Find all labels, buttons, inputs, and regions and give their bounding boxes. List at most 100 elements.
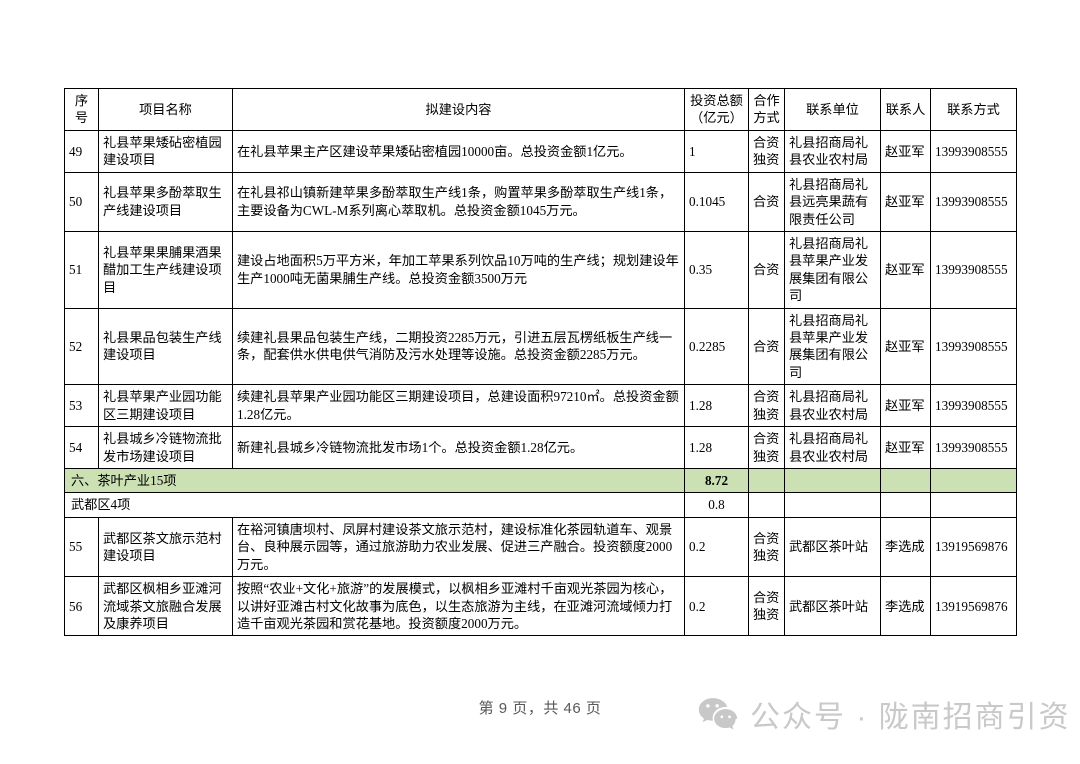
cell-project-name: 礼县果品包装生产线建设项目 xyxy=(98,307,233,386)
cell-contact-unit: 武都区茶叶站 xyxy=(784,516,881,578)
table-row: 50 礼县苹果多酚萃取生产线建设项目 在礼县祁山镇新建苹果多酚萃取生产线1条，购置苹… xyxy=(64,171,1017,232)
header-no: 序号 xyxy=(64,88,99,131)
cell-no: 53 xyxy=(64,384,99,428)
cell-contact-phone: 13993908555 xyxy=(930,129,1017,173)
cell-project-name: 礼县苹果多酚萃取生产线建设项目 xyxy=(98,171,233,232)
section-amount: 8.72 xyxy=(684,468,749,494)
cell-project-name: 礼县苹果矮砧密植园建设项目 xyxy=(98,129,233,173)
cell-project-name: 礼县苹果产业园功能区三期建设项目 xyxy=(98,384,233,428)
subtotal-amount: 0.8 xyxy=(684,492,749,518)
table-row: 51 礼县苹果果脯果酒果醋加工生产线建设项目 建设占地面积5万平方米，年加工苹果系列… xyxy=(64,230,1017,309)
cell-amount: 0.2 xyxy=(684,576,749,637)
cell-contact-phone: 13919569876 xyxy=(930,516,1017,578)
cell-project-name: 武都区枫相乡亚滩河流域茶文旅融合发展及康养项目 xyxy=(98,576,233,637)
cell-project-content: 按照“农业+文化+旅游”的发展模式，以枫相乡亚滩村千亩观光茶园为核心，以讲好亚滩… xyxy=(232,576,685,637)
section-header-row: 六、茶叶产业15项 8.72 xyxy=(64,468,1017,494)
cell-cooperation: 合资 xyxy=(748,230,785,309)
cell-contact-person: 李选成 xyxy=(880,516,931,578)
section-title: 六、茶叶产业15项 xyxy=(64,468,685,494)
cell-project-name: 武都区茶文旅示范村建设项目 xyxy=(98,516,233,578)
cell-contact-person: 赵亚军 xyxy=(880,426,931,470)
cell-no: 51 xyxy=(64,230,99,309)
table-row: 55 武都区茶文旅示范村建设项目 在裕河镇唐坝村、凤屏村建设茶文旅示范村，建设标准化… xyxy=(64,516,1017,578)
cell-contact-unit: 武都区茶叶站 xyxy=(784,576,881,637)
cell-contact-phone: 13993908555 xyxy=(930,426,1017,470)
cell-project-name: 礼县城乡冷链物流批发市场建设项目 xyxy=(98,426,233,470)
header-content: 拟建设内容 xyxy=(232,88,685,131)
cell-amount: 1.28 xyxy=(684,384,749,428)
cell-cooperation: 合资独资 xyxy=(748,576,785,637)
cell-contact-person: 赵亚军 xyxy=(880,307,931,386)
cell-contact-phone: 13919569876 xyxy=(930,576,1017,637)
header-amount-line2: （亿元） xyxy=(690,110,743,126)
watermark: 公众号 · 陇南招商引资 xyxy=(698,692,1071,736)
table-row: 49 礼县苹果矮砧密植园建设项目 在礼县苹果主产区建设苹果矮砧密植园10000亩。总… xyxy=(64,129,1017,173)
table-row: 54 礼县城乡冷链物流批发市场建设项目 新建礼县城乡冷链物流批发市场1个。总投资金额… xyxy=(64,426,1017,470)
cell-project-content: 在裕河镇唐坝村、凤屏村建设茶文旅示范村，建设标准化茶园轨道车、观景台、良种展示园… xyxy=(232,516,685,578)
table-header: 序号 项目名称 拟建设内容 投资总额 （亿元） 合作 方式 联系单位 联系人 联… xyxy=(64,88,1017,131)
cell-cooperation: 合资独资 xyxy=(748,384,785,428)
cell-project-name: 礼县苹果果脯果酒果醋加工生产线建设项目 xyxy=(98,230,233,309)
table-row: 53 礼县苹果产业园功能区三期建设项目 续建礼县苹果产业园功能区三期建设项目，总建设… xyxy=(64,384,1017,428)
cell-cooperation: 合资 xyxy=(748,307,785,386)
subtotal-phone xyxy=(930,492,1017,518)
table-body: 49 礼县苹果矮砧密植园建设项目 在礼县苹果主产区建设苹果矮砧密植园10000亩。总… xyxy=(64,129,1017,637)
section-phone xyxy=(930,468,1017,494)
cell-cooperation: 合资独资 xyxy=(748,426,785,470)
cell-contact-unit: 礼县招商局礼县远亮果蔬有限责任公司 xyxy=(784,171,881,232)
header-amount-line1: 投资总额 xyxy=(690,93,743,108)
cell-contact-unit: 礼县招商局礼县农业农村局 xyxy=(784,426,881,470)
cell-project-content: 在礼县苹果主产区建设苹果矮砧密植园10000亩。总投资金额1亿元。 xyxy=(232,129,685,173)
cell-no: 56 xyxy=(64,576,99,637)
cell-project-content: 在礼县祁山镇新建苹果多酚萃取生产线1条，购置苹果多酚萃取生产线1条，主要设备为C… xyxy=(232,171,685,232)
header-person: 联系人 xyxy=(880,88,931,131)
subtotal-coop xyxy=(748,492,785,518)
cell-amount: 0.35 xyxy=(684,230,749,309)
cell-no: 55 xyxy=(64,516,99,578)
section-person xyxy=(880,468,931,494)
subtotal-row: 武都区4项 0.8 xyxy=(64,492,1017,518)
watermark-text: 公众号 · 陇南招商引资 xyxy=(750,701,1071,734)
cell-project-content: 续建礼县果品包装生产线，二期投资2285万元，引进五层瓦楞纸板生产线一条，配套供… xyxy=(232,307,685,386)
cell-contact-unit: 礼县招商局礼县农业农村局 xyxy=(784,384,881,428)
cell-contact-phone: 13993908555 xyxy=(930,230,1017,309)
cell-contact-person: 赵亚军 xyxy=(880,384,931,428)
cell-project-content: 建设占地面积5万平方米，年加工苹果系列饮品10万吨的生产线；规划建设年生产100… xyxy=(232,230,685,309)
header-row: 序号 项目名称 拟建设内容 投资总额 （亿元） 合作 方式 联系单位 联系人 联… xyxy=(64,88,1017,131)
subtotal-person xyxy=(880,492,931,518)
cell-amount: 1.28 xyxy=(684,426,749,470)
header-coop-line1: 合作 xyxy=(753,93,780,108)
cell-contact-unit: 礼县招商局礼县农业农村局 xyxy=(784,129,881,173)
cell-amount: 0.2285 xyxy=(684,307,749,386)
cell-amount: 1 xyxy=(684,129,749,173)
section-coop xyxy=(748,468,785,494)
header-coop-line2: 方式 xyxy=(753,110,780,126)
cell-contact-phone: 13993908555 xyxy=(930,307,1017,386)
cell-no: 52 xyxy=(64,307,99,386)
header-name: 项目名称 xyxy=(98,88,233,131)
investment-projects-table: 序号 项目名称 拟建设内容 投资总额 （亿元） 合作 方式 联系单位 联系人 联… xyxy=(64,88,1017,637)
header-unit: 联系单位 xyxy=(784,88,881,131)
cell-no: 50 xyxy=(64,171,99,232)
subtotal-unit xyxy=(784,492,881,518)
header-amount: 投资总额 （亿元） xyxy=(684,88,749,131)
cell-contact-unit: 礼县招商局礼县苹果产业发展集团有限公司 xyxy=(784,230,881,309)
cell-cooperation: 合资 xyxy=(748,171,785,232)
subtotal-title: 武都区4项 xyxy=(64,492,685,518)
cell-contact-phone: 13993908555 xyxy=(930,384,1017,428)
cell-contact-person: 赵亚军 xyxy=(880,230,931,309)
header-coop: 合作 方式 xyxy=(748,88,785,131)
wechat-icon xyxy=(698,697,738,731)
cell-contact-phone: 13993908555 xyxy=(930,171,1017,232)
cell-amount: 0.1045 xyxy=(684,171,749,232)
cell-cooperation: 合资独资 xyxy=(748,516,785,578)
page-number-footer: 第 9 页，共 46 页 xyxy=(478,700,602,717)
cell-no: 54 xyxy=(64,426,99,470)
cell-contact-person: 赵亚军 xyxy=(880,129,931,173)
cell-amount: 0.2 xyxy=(684,516,749,578)
table-row: 56 武都区枫相乡亚滩河流域茶文旅融合发展及康养项目 按照“农业+文化+旅游”的发展… xyxy=(64,576,1017,637)
table-row: 52 礼县果品包装生产线建设项目 续建礼县果品包装生产线，二期投资2285万元，引进… xyxy=(64,307,1017,386)
section-unit xyxy=(784,468,881,494)
cell-project-content: 续建礼县苹果产业园功能区三期建设项目，总建设面积97210㎡。总投资金额1.28… xyxy=(232,384,685,428)
